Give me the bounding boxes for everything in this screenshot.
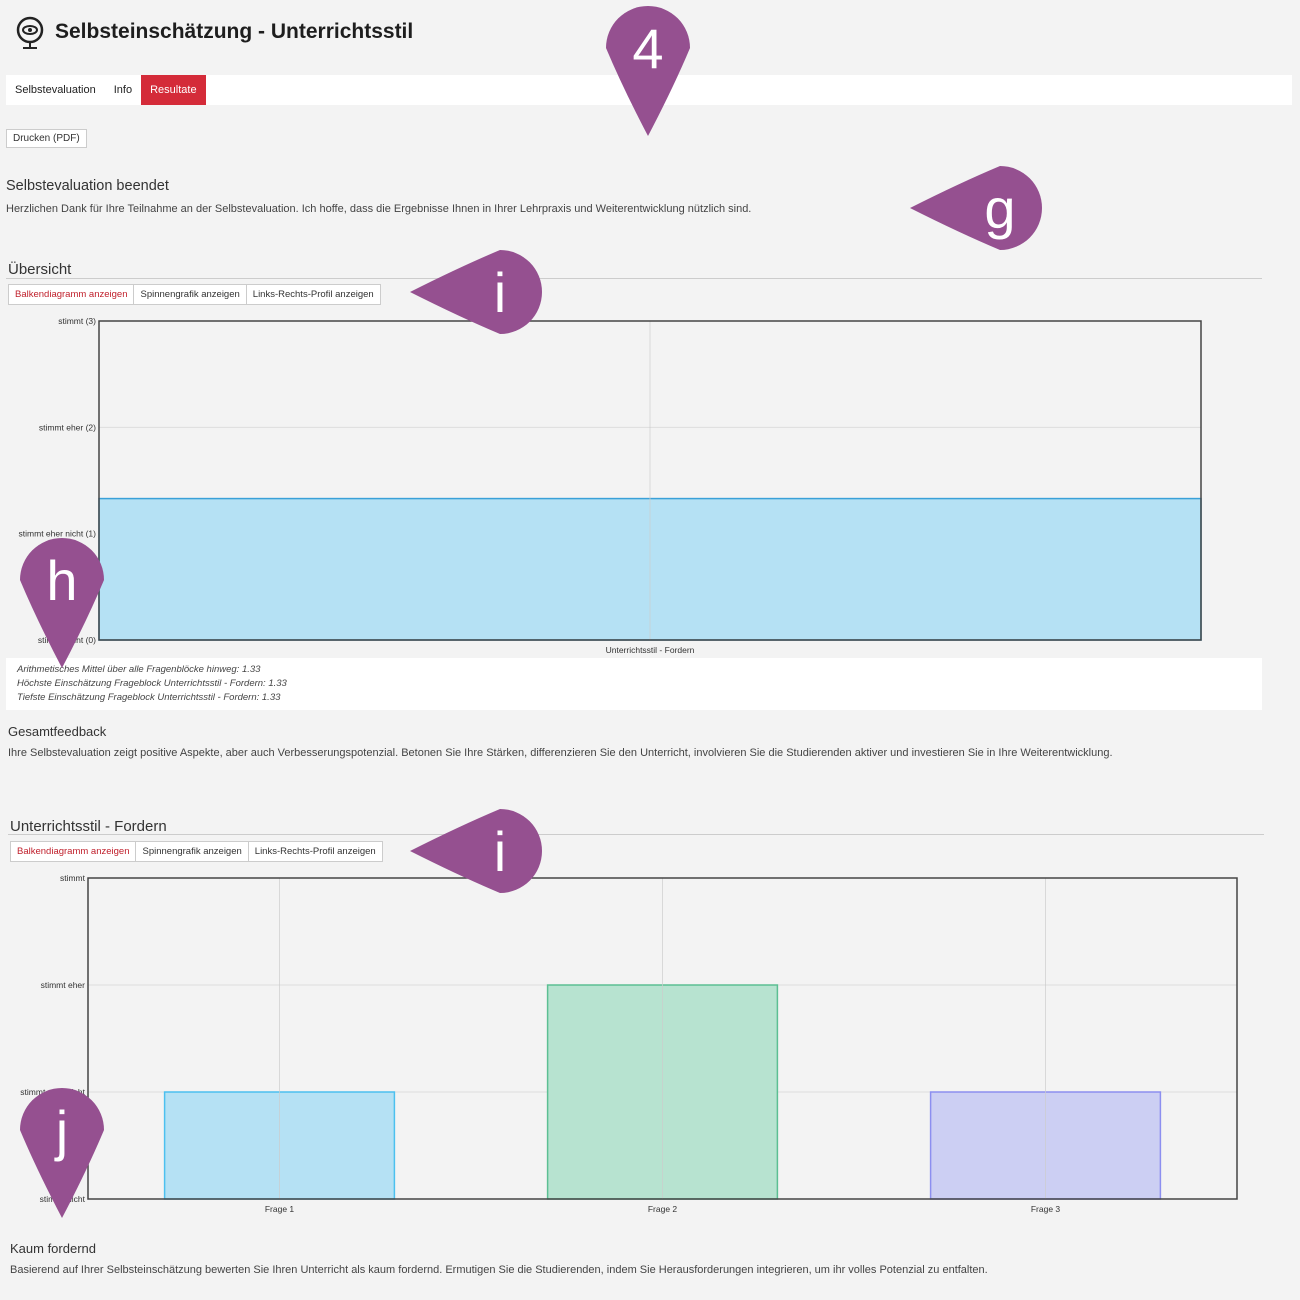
overview-bar-chart: stimmt (3) stimmt eher (2) stimmt eher nic…	[19, 316, 1202, 655]
left-right-profile-button[interactable]: Links-Rechts-Profil anzeigen	[245, 284, 381, 305]
completion-title: Selbstevaluation beendet	[6, 178, 169, 194]
y-tick-label: stimmt eher	[41, 980, 86, 990]
x-tick-label: Unterrichtsstil - Fordern	[606, 645, 695, 655]
bar-chart-button[interactable]: Balkendiagramm anzeigen	[10, 841, 137, 862]
tab-info[interactable]: Info	[113, 84, 133, 96]
stat-lowest: Tiefste Einschätzung Frageblock Unterric…	[17, 692, 281, 703]
completion-text: Herzlichen Dank für Ihre Teilnahme an de…	[6, 203, 752, 215]
block-bar-chart: stimmt stimmt eher stimmt eher nicht stimmt…	[20, 873, 1238, 1214]
x-tick-label: Frage 1	[265, 1204, 295, 1214]
annotation-marker	[606, 6, 690, 136]
page-title: Selbsteinschätzung - Unterrichtsstil	[55, 20, 414, 43]
y-tick-label: stimmt eher (2)	[39, 422, 96, 432]
divider	[6, 278, 1262, 279]
spider-chart-button[interactable]: Spinnengrafik anzeigen	[135, 841, 249, 862]
left-right-profile-button[interactable]: Links-Rechts-Profil anzeigen	[247, 841, 383, 862]
feedback-title: Gesamtfeedback	[8, 724, 107, 739]
y-tick-label: stimmt eher nicht (1)	[19, 529, 97, 539]
tab-bar: Selbstevaluation Info Resultate	[6, 75, 1292, 105]
result-text: Basierend auf Ihrer Selbsteinschätzung b…	[10, 1264, 988, 1276]
stat-highest: Höchste Einschätzung Frageblock Unterric…	[17, 678, 287, 689]
overview-title: Übersicht	[8, 261, 72, 278]
y-tick-label: stimmt nicht	[40, 1194, 86, 1204]
block-title: Unterrichtsstil - Fordern	[10, 818, 167, 835]
eye-mirror-icon	[16, 16, 44, 49]
y-tick-label: stimmt (3)	[58, 316, 96, 326]
divider	[8, 834, 1264, 835]
stat-mean: Arithmetisches Mittel über alle Fragenbl…	[17, 664, 261, 675]
y-tick-label: stimmt eher nicht	[20, 1087, 85, 1097]
block-view-buttons: Balkendiagramm anzeigen Spinnengrafik an…	[10, 841, 383, 862]
plot-frame	[98, 320, 1202, 641]
overview-stats: Arithmetisches Mittel über alle Fragenbl…	[6, 658, 1262, 710]
y-tick-label: stimmt nicht (0)	[38, 635, 96, 645]
feedback-text: Ihre Selbstevaluation zeigt positive Asp…	[8, 747, 1113, 759]
plot-frame	[87, 877, 1238, 1200]
x-tick-label: Frage 3	[1031, 1204, 1061, 1214]
y-tick-label: stimmt	[60, 873, 86, 883]
tab-resultate[interactable]: Resultate	[141, 75, 206, 105]
annotation-label: g	[984, 177, 1015, 240]
print-pdf-button[interactable]: Drucken (PDF)	[6, 129, 87, 148]
annotation-label: 4	[632, 17, 663, 80]
result-title: Kaum fordernd	[10, 1241, 96, 1256]
tab-selbstevaluation[interactable]: Selbstevaluation	[15, 84, 96, 96]
annotation-marker	[910, 166, 1042, 250]
overview-view-buttons: Balkendiagramm anzeigen Spinnengrafik an…	[8, 284, 381, 305]
x-tick-label: Frage 2	[648, 1204, 678, 1214]
